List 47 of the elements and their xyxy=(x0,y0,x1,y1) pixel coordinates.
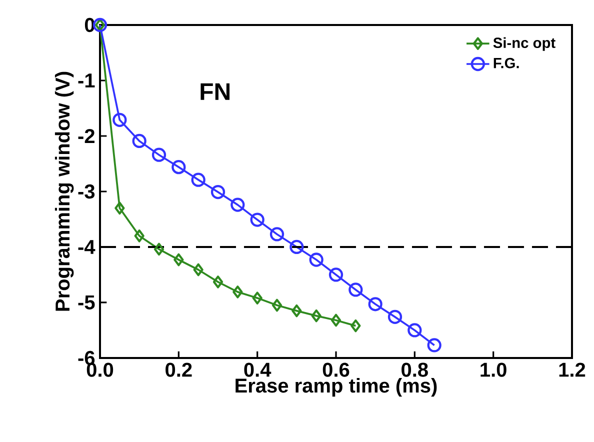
x-tick-label: 0.6 xyxy=(322,362,350,377)
point xyxy=(290,240,304,254)
point xyxy=(191,172,206,187)
point xyxy=(114,202,125,215)
y-tick-label: -3 xyxy=(78,184,95,199)
x-tick-label: 0.8 xyxy=(402,362,428,377)
point xyxy=(250,212,264,227)
point xyxy=(348,282,363,297)
y-tick-label: -1 xyxy=(78,74,95,88)
point xyxy=(154,242,164,256)
point xyxy=(232,286,243,298)
y-tick-label: -4 xyxy=(78,240,96,254)
x-axis-title: Erase ramp time (ms) xyxy=(236,378,437,397)
point xyxy=(174,253,184,266)
point xyxy=(132,134,146,148)
point xyxy=(408,323,422,338)
point xyxy=(350,319,361,332)
point xyxy=(328,268,344,282)
point xyxy=(272,298,282,312)
point xyxy=(252,292,262,304)
point xyxy=(330,314,342,327)
point xyxy=(270,227,284,242)
point xyxy=(212,276,224,288)
point xyxy=(427,338,442,352)
x-tick-label: 1.2 xyxy=(559,362,586,377)
point xyxy=(309,252,324,267)
point xyxy=(368,297,382,312)
x-tick-label: 1.0 xyxy=(480,362,506,377)
point xyxy=(210,184,226,200)
point xyxy=(193,263,204,276)
x-tick-label: 0.0 xyxy=(86,362,114,377)
point xyxy=(172,160,186,174)
legend-label: Si-nc opt xyxy=(493,37,556,51)
x-tick-label: 0.2 xyxy=(166,362,192,377)
point xyxy=(152,148,166,162)
point xyxy=(388,310,402,324)
y-tick-label: -5 xyxy=(78,296,95,310)
point xyxy=(230,198,245,212)
point xyxy=(311,309,322,322)
point xyxy=(112,112,127,127)
x-tick-label: 0.4 xyxy=(244,362,272,377)
point xyxy=(292,304,302,318)
point xyxy=(134,229,144,242)
annotation: FN xyxy=(200,83,230,100)
y-tick-label: -2 xyxy=(78,129,94,143)
y-axis-title: Programming window (V) xyxy=(54,72,74,311)
legend-label: F.G. xyxy=(494,58,519,68)
